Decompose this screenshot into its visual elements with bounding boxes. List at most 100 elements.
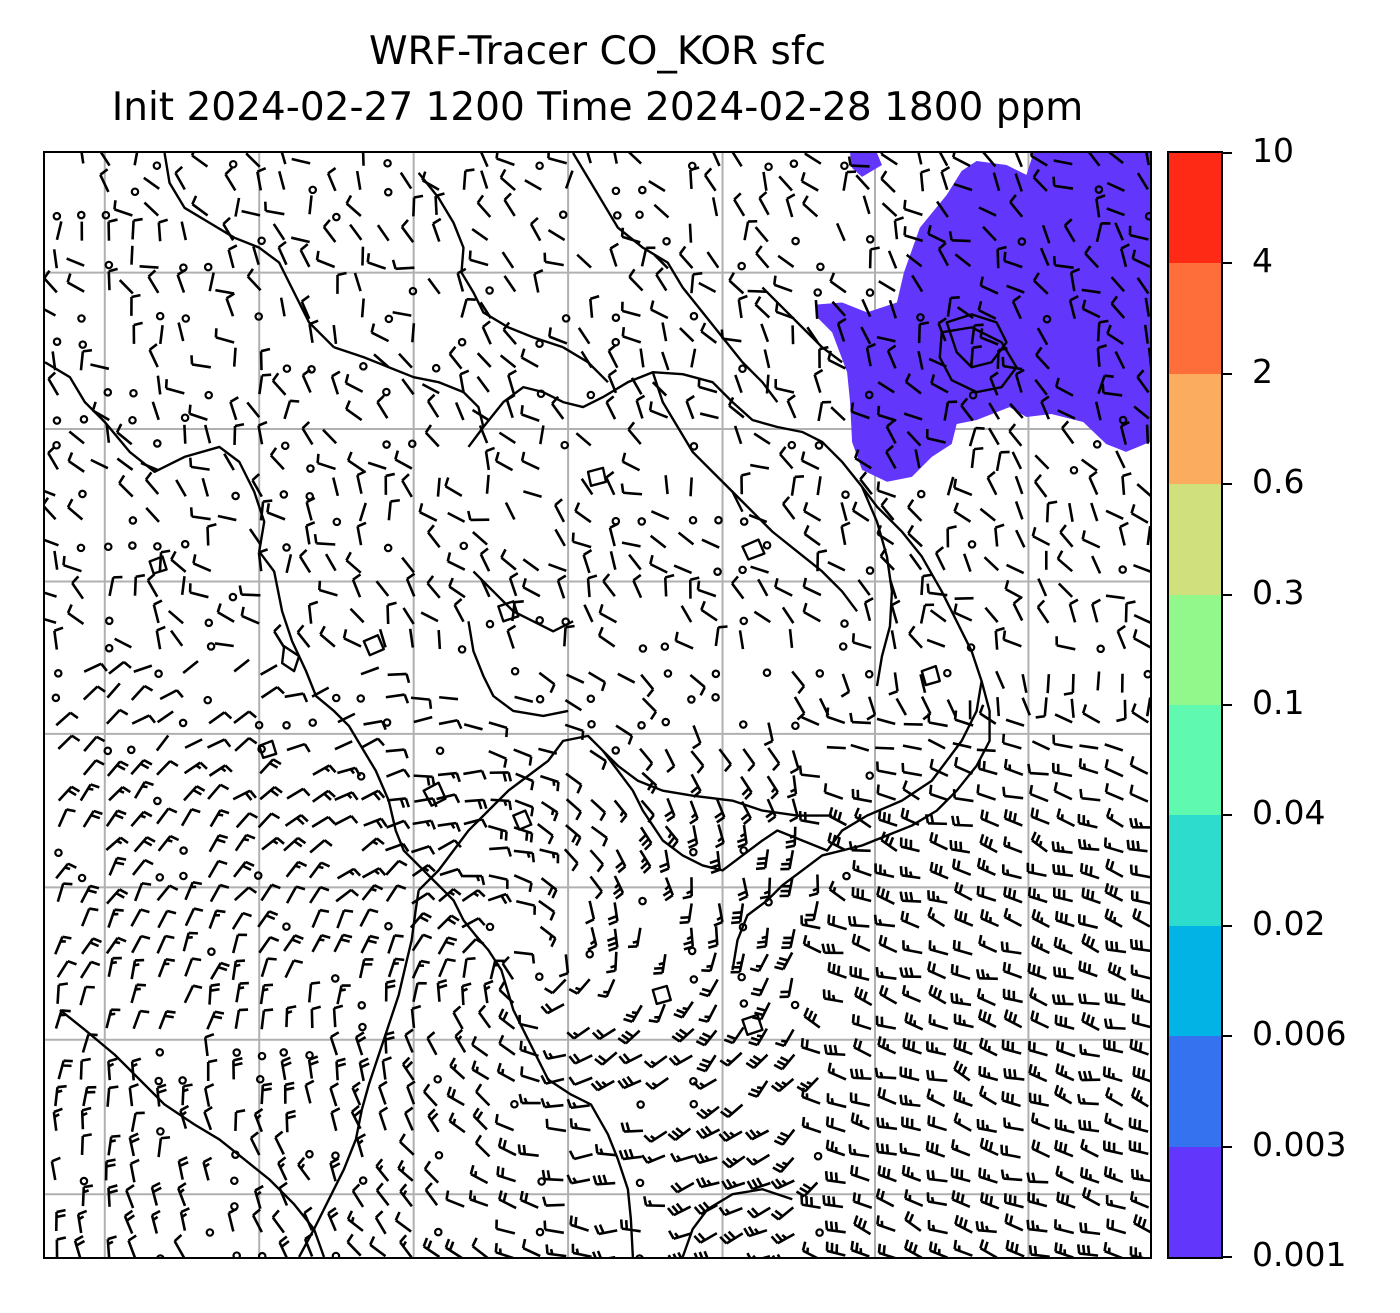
coastline xyxy=(586,466,608,487)
wind-barb xyxy=(381,1056,392,1080)
wind-barb xyxy=(412,981,427,1003)
calm-wind-circle xyxy=(1069,465,1079,475)
wind-barb xyxy=(311,934,331,953)
wind-barb xyxy=(83,662,108,673)
wind-barb xyxy=(875,1188,895,1208)
wind-barb xyxy=(209,808,230,828)
calm-wind-circle xyxy=(101,210,111,220)
wind-barb xyxy=(400,219,415,243)
wind-barb xyxy=(926,1088,946,1108)
wind-barb xyxy=(876,1117,898,1131)
wind-barb xyxy=(630,377,643,395)
wind-barb xyxy=(1005,718,1025,727)
calm-wind-circle xyxy=(916,489,926,499)
wind-barb xyxy=(666,1202,692,1217)
wind-barb xyxy=(375,580,390,597)
wind-barb xyxy=(47,445,59,471)
wind-barb xyxy=(621,327,642,344)
wind-barb xyxy=(1129,864,1150,879)
coastline xyxy=(280,645,301,673)
calm-wind-circle xyxy=(1017,237,1027,246)
wind-barb xyxy=(868,246,880,269)
wind-barb xyxy=(1054,713,1073,724)
wind-barb xyxy=(895,697,908,716)
wind-barb xyxy=(387,934,404,954)
wind-barb xyxy=(471,531,488,546)
wind-barb xyxy=(995,670,1006,690)
wind-barb xyxy=(889,580,898,599)
calm-wind-circle xyxy=(687,695,696,704)
wind-barb xyxy=(927,961,947,980)
wind-barb xyxy=(673,1001,694,1019)
wind-barb xyxy=(1079,1167,1100,1184)
wind-barb xyxy=(351,1081,362,1106)
wind-barb xyxy=(926,1169,948,1183)
wind-barb xyxy=(969,345,982,367)
wind-barb xyxy=(954,909,974,927)
wind-barb xyxy=(130,245,134,265)
calm-wind-circle xyxy=(689,847,698,857)
wind-barb xyxy=(721,1178,746,1191)
wind-barb xyxy=(746,1252,771,1257)
wind-barb xyxy=(361,153,365,166)
wind-barb xyxy=(862,195,871,215)
calm-wind-circle xyxy=(762,668,772,678)
wind-barb xyxy=(277,240,288,266)
wind-barb xyxy=(1129,938,1150,953)
wind-barb xyxy=(975,969,998,981)
wind-barb xyxy=(45,308,57,317)
wind-barb xyxy=(260,1008,274,1030)
wind-barb xyxy=(628,268,644,292)
calm-wind-circle xyxy=(838,642,848,651)
wind-barb xyxy=(888,672,899,696)
wind-barb xyxy=(506,624,517,649)
wind-barb xyxy=(495,1219,516,1235)
wind-barb xyxy=(1129,755,1149,775)
wind-barb xyxy=(643,1055,668,1069)
wind-barb xyxy=(803,153,822,165)
wind-barb xyxy=(849,966,870,981)
wind-barb xyxy=(953,1090,973,1107)
wind-barb xyxy=(564,699,583,712)
wind-barb xyxy=(324,553,337,572)
wind-barb xyxy=(685,394,695,420)
wind-barb xyxy=(568,1150,593,1161)
wind-barb xyxy=(1027,763,1049,776)
calm-wind-circle xyxy=(485,922,495,932)
wind-barb xyxy=(487,892,513,905)
wind-barb xyxy=(463,723,483,731)
wind-barb xyxy=(926,1041,947,1056)
colorbar-segment xyxy=(1169,1035,1221,1147)
wind-barb xyxy=(580,477,594,496)
wind-barb xyxy=(929,831,948,851)
wind-barb xyxy=(1096,319,1109,342)
wind-barb xyxy=(1034,454,1050,470)
wind-barb xyxy=(104,1158,116,1181)
wind-barb xyxy=(667,1127,692,1142)
wind-barb xyxy=(827,962,847,979)
wind-barb xyxy=(574,502,592,524)
wind-barb xyxy=(679,903,693,925)
wind-barb xyxy=(982,225,997,242)
wind-barb xyxy=(327,1207,339,1232)
wind-barb xyxy=(329,1082,340,1107)
wind-barb xyxy=(774,1028,795,1048)
wind-barb xyxy=(818,345,829,369)
wind-barb xyxy=(342,629,362,648)
wind-barb xyxy=(133,153,139,166)
wind-barb xyxy=(90,458,109,470)
coastline xyxy=(417,172,564,349)
wind-barb xyxy=(1005,1239,1025,1257)
wind-barb xyxy=(813,368,824,394)
wind-barb xyxy=(471,1060,490,1081)
wind-barb xyxy=(693,1152,718,1165)
colorbar-segment xyxy=(1169,152,1221,264)
wind-barb xyxy=(1035,346,1051,370)
wind-barb xyxy=(639,348,645,368)
wind-barb xyxy=(394,450,413,470)
wind-barb xyxy=(498,1190,517,1210)
calm-wind-circle xyxy=(1096,644,1105,654)
wind-barb xyxy=(877,1036,897,1055)
calm-wind-circle xyxy=(689,311,699,321)
coastline xyxy=(920,664,941,687)
